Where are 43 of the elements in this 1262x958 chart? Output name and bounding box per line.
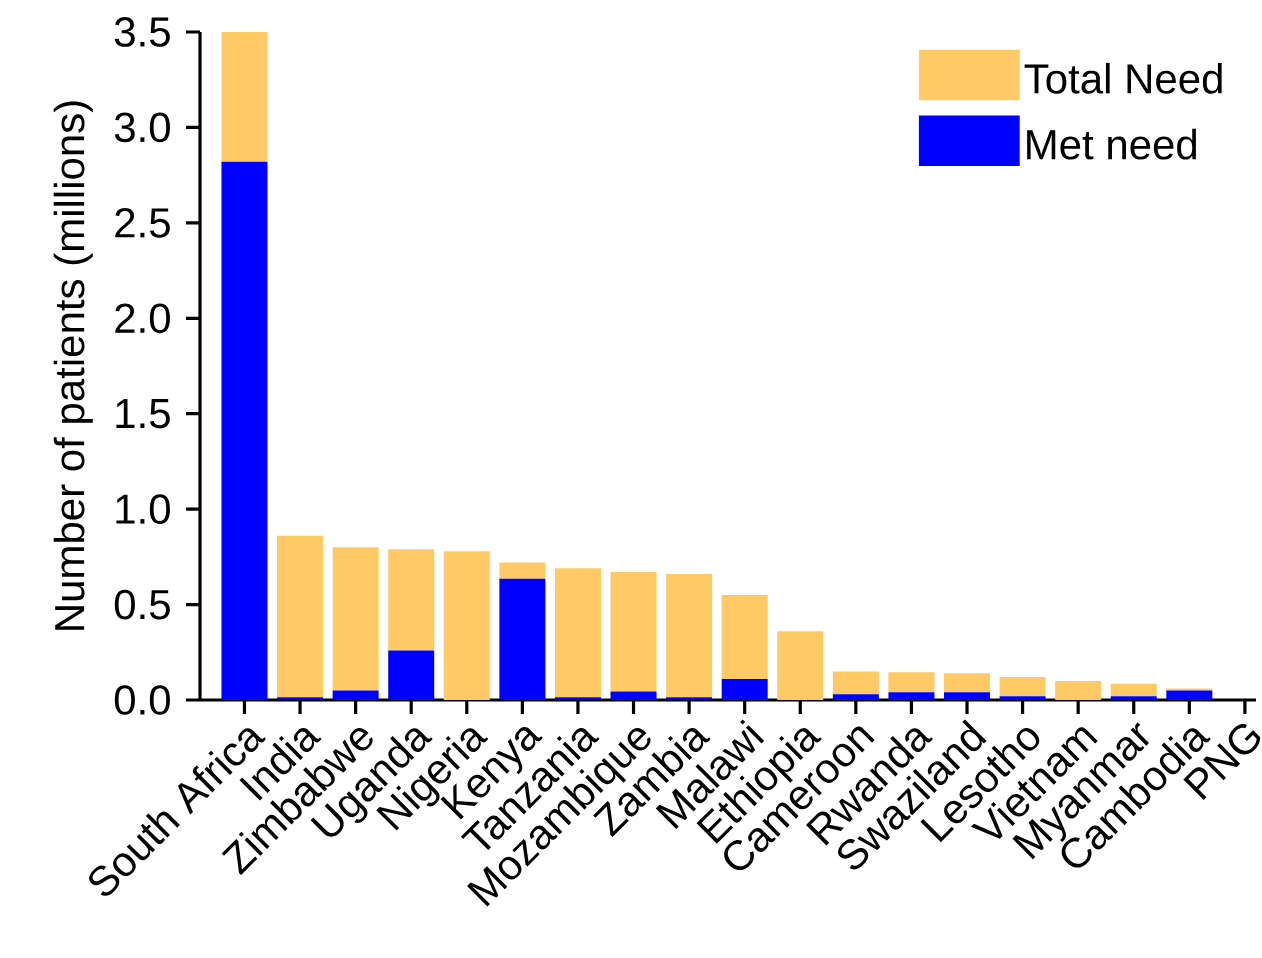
bar — [332, 547, 379, 691]
bar — [1110, 683, 1157, 697]
y-tick-label: 3.5 — [114, 17, 170, 47]
bar — [554, 697, 601, 700]
bar — [388, 650, 435, 700]
bar — [443, 551, 490, 700]
bar — [277, 535, 324, 698]
y-tick-label: 2.5 — [115, 207, 170, 238]
bar — [777, 631, 824, 700]
bar — [666, 574, 713, 698]
bar — [721, 679, 768, 700]
y-tick-label: 0.5 — [114, 589, 170, 620]
bar — [832, 671, 879, 695]
bar — [610, 572, 657, 692]
bar — [221, 161, 268, 700]
bar — [721, 595, 768, 680]
y-tick-label: 1.5 — [116, 399, 170, 429]
bar — [499, 578, 546, 700]
y-axis-title: Number of patients (millions) — [53, 101, 93, 630]
bar — [1055, 680, 1102, 700]
bar — [888, 672, 935, 693]
bar — [277, 697, 324, 700]
bar — [999, 696, 1046, 700]
legend-label: Total Need — [1024, 62, 1222, 94]
bar — [554, 568, 601, 698]
bar — [944, 673, 991, 693]
bar — [1166, 690, 1213, 700]
bar — [1110, 696, 1157, 700]
y-tick-label: 2.0 — [115, 303, 170, 334]
bar — [888, 692, 935, 700]
bar — [221, 31, 268, 162]
bar — [499, 562, 546, 579]
bar — [610, 691, 657, 700]
bar — [999, 677, 1046, 697]
bar — [832, 694, 879, 700]
legend-label: Met need — [1027, 128, 1197, 160]
bar — [388, 549, 435, 651]
bar — [332, 690, 379, 700]
y-tick-label: 0.0 — [114, 685, 170, 715]
y-tick-label: 1.0 — [116, 494, 170, 525]
bar — [666, 697, 713, 700]
y-tick-label: 3.0 — [114, 112, 170, 143]
bar — [944, 692, 991, 700]
